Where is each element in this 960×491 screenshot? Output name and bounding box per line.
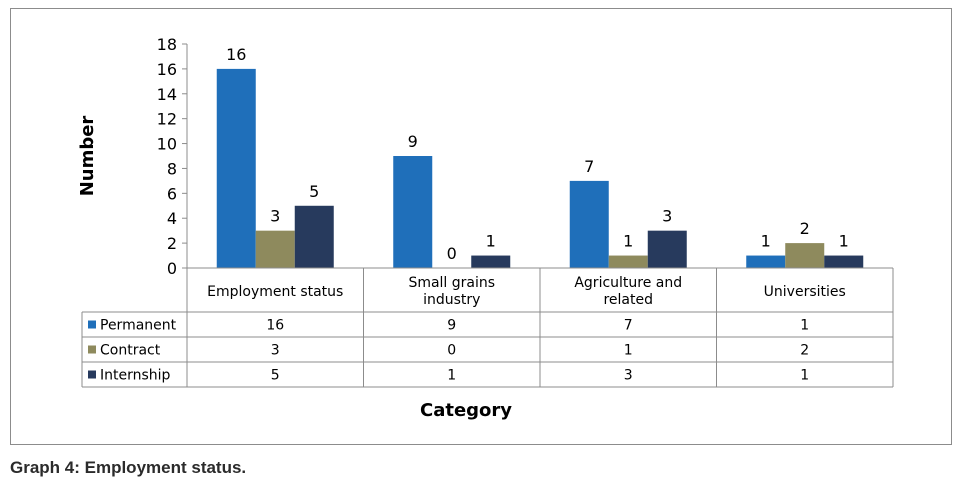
table-cell: 1 <box>800 318 809 334</box>
bar <box>569 180 609 268</box>
y-tick-label: 8 <box>167 159 177 178</box>
table-cell: 1 <box>624 343 633 359</box>
y-tick-label: 18 <box>157 35 177 54</box>
table-cell: 3 <box>624 368 633 384</box>
chart-frame <box>10 8 952 445</box>
data-label: 5 <box>309 182 319 201</box>
y-tick-label: 6 <box>167 184 177 203</box>
y-tick-label: 14 <box>157 85 177 104</box>
table-cell: 5 <box>271 368 280 384</box>
category-label: industry <box>423 292 480 308</box>
legend-key <box>88 320 96 329</box>
bar <box>647 230 687 268</box>
category-label: Universities <box>764 284 846 300</box>
legend-key <box>88 370 96 379</box>
table-cell: 7 <box>624 318 633 334</box>
y-tick-label: 12 <box>157 110 177 129</box>
series-name: Internship <box>100 368 171 384</box>
y-tick-label: 2 <box>167 234 177 253</box>
bar <box>471 255 511 268</box>
chart: 024681012141618Number1697130125131Employ… <box>77 35 894 421</box>
bar <box>294 205 334 268</box>
category-label: related <box>603 292 653 308</box>
bar <box>393 156 433 268</box>
x-axis-title: Category <box>420 400 512 421</box>
data-label: 3 <box>270 207 280 226</box>
data-label: 2 <box>800 219 810 238</box>
series-name: Contract <box>100 343 161 359</box>
data-label: 1 <box>623 232 633 251</box>
bar <box>216 68 256 268</box>
category-label: Small grains <box>408 275 495 291</box>
bar <box>255 230 295 268</box>
series-name: Permanent <box>100 318 177 334</box>
data-label: 0 <box>447 244 457 263</box>
y-axis-title: Number <box>77 116 98 197</box>
category-label: Employment status <box>207 284 343 300</box>
data-label: 1 <box>761 232 771 251</box>
legend-key <box>88 345 96 354</box>
data-label: 3 <box>662 207 672 226</box>
table-cell: 3 <box>271 343 280 359</box>
y-tick-label: 4 <box>167 209 177 228</box>
table-cell: 1 <box>447 368 456 384</box>
data-label: 16 <box>226 45 246 64</box>
table-cell: 1 <box>800 368 809 384</box>
bar <box>824 255 864 268</box>
table-cell: 16 <box>266 318 284 334</box>
y-tick-label: 0 <box>167 259 177 278</box>
category-label: Agriculture and <box>574 275 682 291</box>
table-cell: 2 <box>800 343 809 359</box>
bar <box>785 243 825 268</box>
data-label: 1 <box>839 232 849 251</box>
bar <box>608 255 648 268</box>
bar <box>746 255 786 268</box>
data-label: 7 <box>584 157 594 176</box>
data-label: 1 <box>486 232 496 251</box>
figure-caption: Graph 4: Employment status. <box>10 458 247 477</box>
table-cell: 0 <box>447 343 456 359</box>
table-cell: 9 <box>447 318 456 334</box>
data-label: 9 <box>408 132 418 151</box>
y-tick-label: 16 <box>157 60 177 79</box>
y-tick-label: 10 <box>157 135 177 154</box>
